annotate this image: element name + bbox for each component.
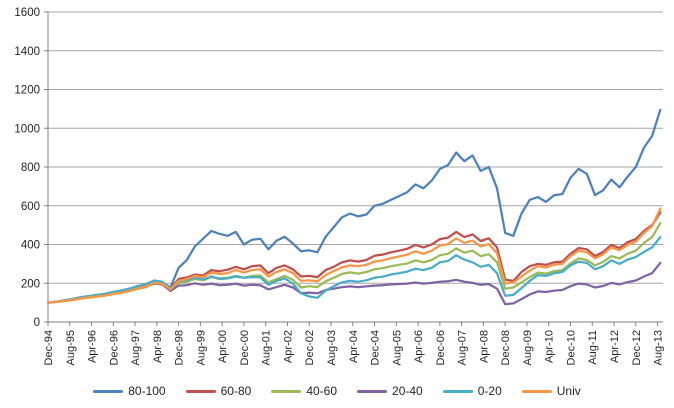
x-tick-label: Apr-06 [413, 330, 425, 363]
x-tick-label: Dec-94 [43, 330, 55, 365]
x-tick-label: Dec-06 [435, 330, 447, 365]
x-tick-label: Dec-98 [174, 330, 186, 365]
series-line-0-20 [46, 235, 662, 304]
y-tick-label: 1400 [14, 46, 40, 58]
x-tick-label: Aug-07 [457, 330, 469, 365]
x-tick-label: Apr-02 [282, 330, 294, 363]
legend-label: 40-60 [306, 384, 338, 398]
x-tick-label: Dec-12 [631, 330, 643, 365]
legend-label: 60-80 [220, 384, 252, 398]
legend-item-60-80: 60-80 [185, 384, 252, 398]
chart-plot-area: 0 200 400 600 800 1000 1200 1400 1600 Dec-94 Aug-9… [14, 7, 665, 365]
y-tick-label: 1200 [14, 85, 40, 97]
legend-item-80-100: 80-100 [93, 384, 166, 398]
legend-swatch-0-20 [442, 389, 473, 393]
x-tick-label: Apr-10 [544, 330, 556, 363]
y-tick-label: 600 [21, 201, 40, 213]
x-tick-label: Apr-96 [87, 330, 99, 363]
x-tick-label: Dec-04 [370, 330, 382, 365]
y-tick-label: 400 [21, 240, 40, 252]
x-tick-label: Aug-11 [587, 330, 599, 365]
y-tick-label: 0 [34, 317, 40, 329]
x-tick-label: Dec-00 [239, 330, 251, 365]
y-tick-label: 200 [21, 278, 40, 290]
series-line-Univ [46, 207, 662, 304]
legend-label: 20-40 [392, 384, 423, 398]
x-tick-label: Aug-01 [261, 330, 273, 365]
x-tick-label: Aug-05 [391, 330, 403, 365]
x-tick-label: Dec-96 [108, 330, 120, 365]
x-tick-label: Apr-08 [478, 330, 490, 363]
y-tick-label: 1600 [14, 7, 40, 19]
x-tick-label: Dec-02 [304, 330, 316, 365]
x-tick-label: Apr-98 [152, 330, 164, 363]
legend-swatch-Univ [521, 389, 552, 393]
series-line-40-60 [46, 222, 662, 304]
legend-label: 0-20 [477, 384, 502, 398]
legend-swatch-60-80 [185, 389, 216, 393]
x-tick-label: Apr-04 [348, 330, 360, 363]
legend-item-40-60: 40-60 [271, 385, 337, 397]
legend-label: Univ [556, 384, 581, 398]
y-tick-label: 800 [21, 162, 40, 174]
x-tick-label: Aug-09 [522, 330, 534, 365]
x-tick-label: Apr-12 [609, 330, 621, 363]
chart-legend: 80-100 60-80 40-60 20-40 0-20 Univ [0, 378, 674, 404]
legend-swatch-20-40 [357, 389, 388, 393]
x-tick-label: Aug-03 [326, 330, 338, 365]
legend-swatch-40-60 [271, 389, 302, 393]
legend-item-0-20: 0-20 [442, 384, 502, 398]
x-tick-label: Dec-08 [500, 330, 512, 365]
legend-swatch-80-100 [93, 389, 124, 393]
x-tick-label: Aug-95 [65, 330, 77, 365]
legend-item-Univ: Univ [521, 384, 581, 398]
x-tick-label: Aug-13 [653, 330, 665, 365]
x-tick-label: Apr-00 [217, 330, 229, 363]
x-tick-label: Aug-99 [195, 330, 207, 365]
y-tick-label: 1000 [14, 123, 40, 135]
x-tick-label: Dec-10 [565, 330, 577, 365]
x-tick-label: Aug-97 [130, 330, 142, 365]
legend-item-20-40: 20-40 [357, 385, 423, 397]
legend-label: 80-100 [128, 384, 166, 398]
